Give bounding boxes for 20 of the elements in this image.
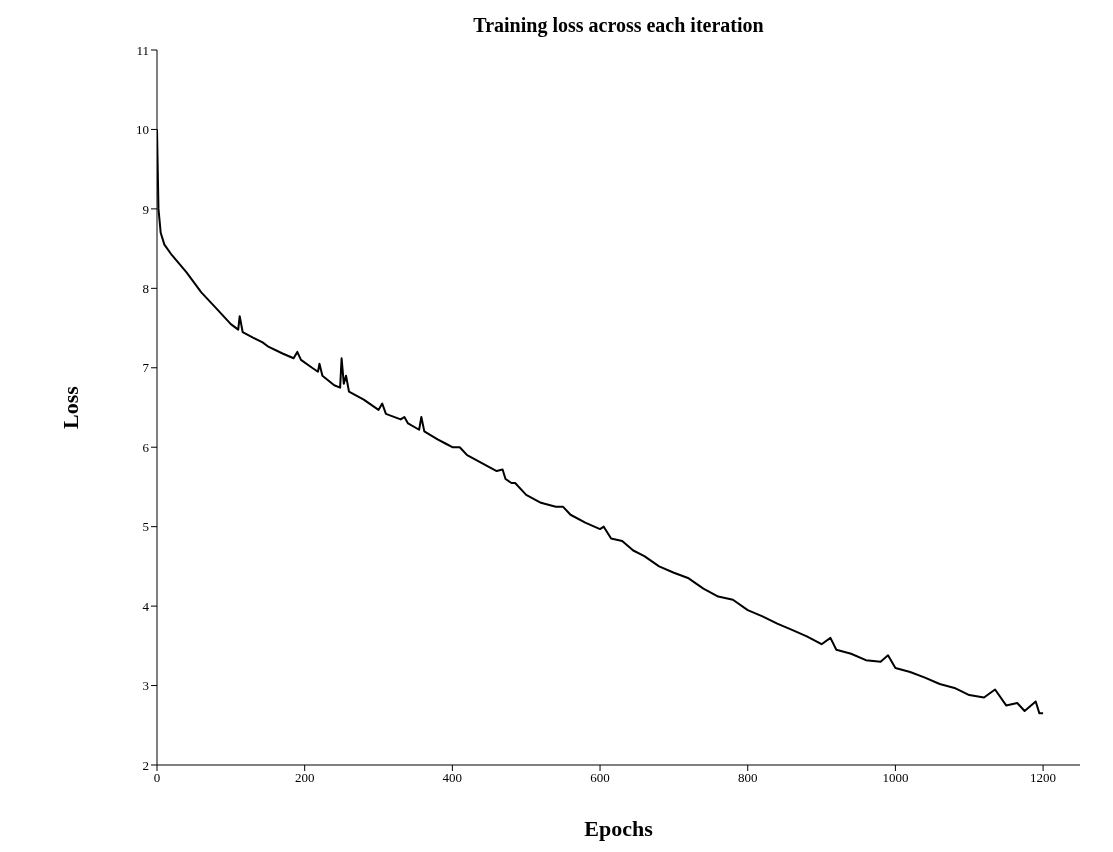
y-tick-label: 8 xyxy=(142,280,149,296)
x-tick-label: 200 xyxy=(294,770,315,786)
y-tick-label: 2 xyxy=(142,757,149,773)
x-tick-label: 1000 xyxy=(882,770,909,786)
chart-title: Training loss across each iteration xyxy=(472,14,765,37)
y-tick-label: 3 xyxy=(142,678,149,694)
x-axis-title: Epochs xyxy=(584,816,654,841)
y-tick-label: 7 xyxy=(142,360,150,376)
y-tick-label: 4 xyxy=(142,598,150,614)
x-tick-label: 1200 xyxy=(1030,770,1057,786)
x-tick-label: 0 xyxy=(153,770,161,786)
y-tick-label: 6 xyxy=(142,439,150,455)
y-tick-label: 11 xyxy=(136,42,149,58)
y-tick-label: 9 xyxy=(142,201,149,217)
x-tick-label: 400 xyxy=(442,770,463,786)
x-tick-label: 600 xyxy=(590,770,610,786)
x-tick-label: 800 xyxy=(737,770,758,786)
y-tick-label: 5 xyxy=(142,519,149,535)
y-axis-title: Loss xyxy=(57,385,83,429)
y-tick-label: 10 xyxy=(136,122,149,138)
